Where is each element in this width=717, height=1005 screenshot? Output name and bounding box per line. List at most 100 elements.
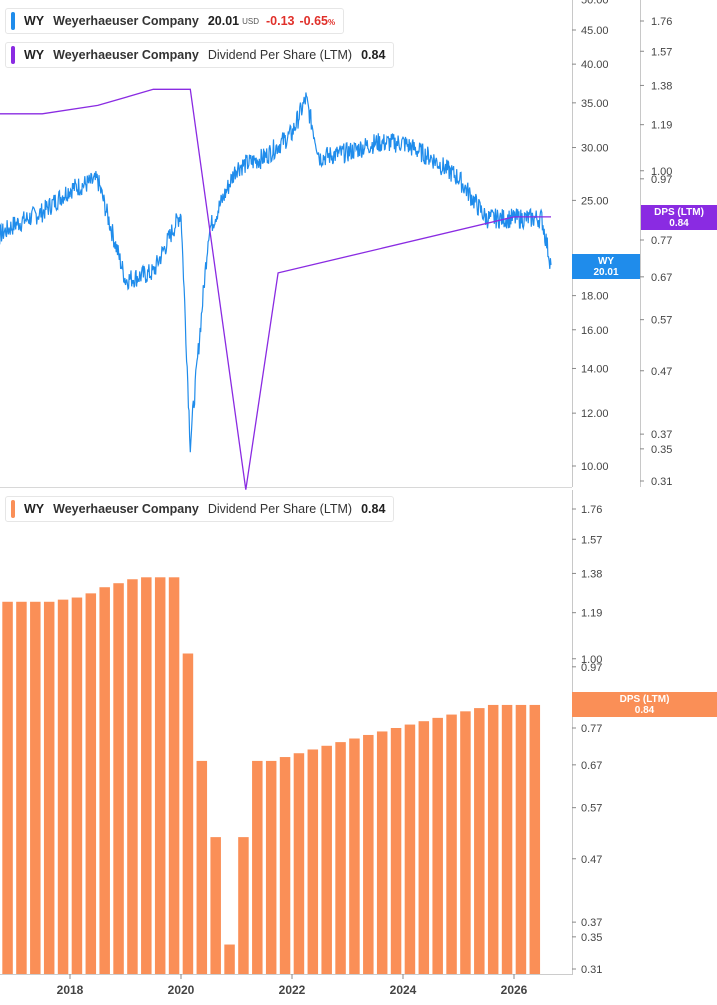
dps-axis-labels: 1.76 1.57 1.38 1.19 1.000.97 0.77 0.67 0.57 0.47… xyxy=(640,16,672,488)
legend-price-value: 20.01 xyxy=(207,14,240,28)
price-tick-label: 40.00 xyxy=(581,59,609,71)
bar-axis-tick-label: 0.67 xyxy=(581,760,602,772)
price-lines xyxy=(0,88,552,490)
x-tick-label: 2018 xyxy=(57,983,84,997)
dps-tag-bottom-label: DPS (LTM) xyxy=(619,693,670,705)
legend-price-change: -0.13 xyxy=(265,14,295,28)
legend-dps-top-ticker: WY xyxy=(24,48,45,62)
x-axis-labels: 2018 2020 2022 2024 2026 xyxy=(57,974,528,997)
legend-price-currency: USD xyxy=(242,16,259,26)
legend-dps-bottom-ticker: WY xyxy=(24,502,45,516)
dps-bar xyxy=(279,757,291,974)
dps-bar xyxy=(224,944,235,974)
dps-tag-top: DPS (LTM) 0.84 xyxy=(641,205,717,230)
dps-bar xyxy=(141,577,152,974)
legend-price-pct-sign: % xyxy=(327,18,336,27)
dps-bar xyxy=(446,714,457,974)
dps-bar xyxy=(154,577,166,974)
dps-bar xyxy=(321,745,332,974)
dps-bar xyxy=(515,704,527,974)
bar-axis-tick-label: 0.97 xyxy=(581,662,602,674)
legend-dps-top-name: Weyerhaeuser Company xyxy=(53,48,199,62)
dps-bar xyxy=(127,579,138,974)
dps-tag-top-value: 0.84 xyxy=(669,217,689,229)
dps-bar xyxy=(404,724,416,974)
dps-bars xyxy=(2,577,541,974)
price-tick-label: 25.00 xyxy=(581,195,609,207)
dps-bar xyxy=(43,601,55,974)
dps-tick-label: 1.57 xyxy=(651,46,672,58)
price-tick-label: 35.00 xyxy=(581,98,609,110)
legend-dps-bottom[interactable]: WY Weyerhaeuser Company Dividend Per Sha… xyxy=(5,496,395,522)
dps-bar xyxy=(529,704,541,974)
dps-bar xyxy=(182,653,194,974)
legend-dps-bottom-swatch xyxy=(11,500,15,518)
price-tick-label: 10.00 xyxy=(581,461,609,473)
bar-axis-tick-label: 0.35 xyxy=(581,932,602,944)
dps-tick-label: 1.38 xyxy=(651,80,672,92)
dps-bar xyxy=(460,711,471,974)
bar-axis-tick-label: 0.47 xyxy=(581,854,602,866)
dps-bar xyxy=(376,731,388,974)
dps-bar xyxy=(474,708,485,974)
bar-axis-tick-label: 1.76 xyxy=(581,504,602,516)
dps-tick-label: 1.76 xyxy=(651,16,672,28)
bar-axis-tick-label: 0.31 xyxy=(581,964,602,976)
dps-tag-bottom: DPS (LTM) 0.84 xyxy=(572,692,717,717)
legend-price[interactable]: WY Weyerhaeuser Company 20.01 USD -0.13 … xyxy=(5,8,345,34)
dps-tick-label: 0.35 xyxy=(651,444,672,456)
price-tick-label: 18.00 xyxy=(581,291,609,303)
dps-bar xyxy=(238,837,249,974)
dps-bar xyxy=(85,593,97,974)
dps-bar xyxy=(307,749,319,974)
legend-dps-top-value: 0.84 xyxy=(361,48,386,62)
legend-dps-top[interactable]: WY Weyerhaeuser Company Dividend Per Sha… xyxy=(5,42,395,68)
legend-price-ticker: WY xyxy=(24,14,45,28)
price-tick-label: 30.00 xyxy=(581,143,609,155)
bar-axis-tick-label: 1.00 xyxy=(581,654,602,666)
dps-bar xyxy=(168,577,180,974)
legend-price-change-pct-value: -0.65 xyxy=(299,14,328,28)
legend-dps-bottom-name: Weyerhaeuser Company xyxy=(53,502,199,516)
dps-tick-label: 1.00 xyxy=(651,166,672,178)
dps-bar xyxy=(418,721,430,974)
dps-bar xyxy=(363,734,374,974)
legend-price-name: Weyerhaeuser Company xyxy=(53,14,199,28)
dps-bar xyxy=(487,704,499,974)
bar-axis-tick-label: 0.57 xyxy=(581,803,602,815)
wy-tag-label: WY xyxy=(597,255,615,267)
dps-bar xyxy=(57,599,69,974)
x-tick-label: 2026 xyxy=(501,983,528,997)
dps-bar xyxy=(265,760,277,974)
dps-bar xyxy=(390,727,402,974)
dps-bar xyxy=(252,760,263,974)
dps-tick-label: 0.37 xyxy=(651,429,672,441)
dps-bar xyxy=(210,837,221,974)
bar-axis-tick-label: 1.38 xyxy=(581,568,602,580)
dps-bar xyxy=(432,717,443,974)
dps-tick-label: 0.31 xyxy=(651,476,672,488)
x-tick-label: 2020 xyxy=(168,983,195,997)
dps-tick-label: 0.47 xyxy=(651,366,672,378)
dps-tick-label: 0.97 xyxy=(651,174,672,186)
dps-bar xyxy=(16,601,27,974)
dps-tick-label: 1.19 xyxy=(651,120,672,132)
price-tick-label: 14.00 xyxy=(581,363,609,375)
dps-tick-label: 0.77 xyxy=(651,235,672,247)
legend-dps-bottom-metric: Dividend Per Share (LTM) xyxy=(207,502,353,516)
price-tick-label: 16.00 xyxy=(581,325,609,337)
dps-tag-bottom-value: 0.84 xyxy=(634,704,655,716)
dps-bar xyxy=(335,742,346,974)
wy-price-tag: WY 20.01 xyxy=(572,254,640,279)
wy-tag-value: 20.01 xyxy=(593,266,619,278)
dps-tick-label: 0.67 xyxy=(651,272,672,284)
bar-axis-tick-label: 0.77 xyxy=(581,723,602,735)
bar-axis-labels: 1.76 1.57 1.38 1.19 1.000.97 0.77 0.67 0.57 0.47… xyxy=(572,504,602,976)
dps-bar xyxy=(71,597,83,974)
dps-bar xyxy=(2,601,13,974)
dps-bar xyxy=(293,753,305,974)
bar-axis-tick-label: 1.19 xyxy=(581,608,602,620)
dps-bar xyxy=(99,587,110,974)
legend-dps-top-swatch xyxy=(11,46,15,64)
price-tick-label: 45.00 xyxy=(581,25,609,37)
